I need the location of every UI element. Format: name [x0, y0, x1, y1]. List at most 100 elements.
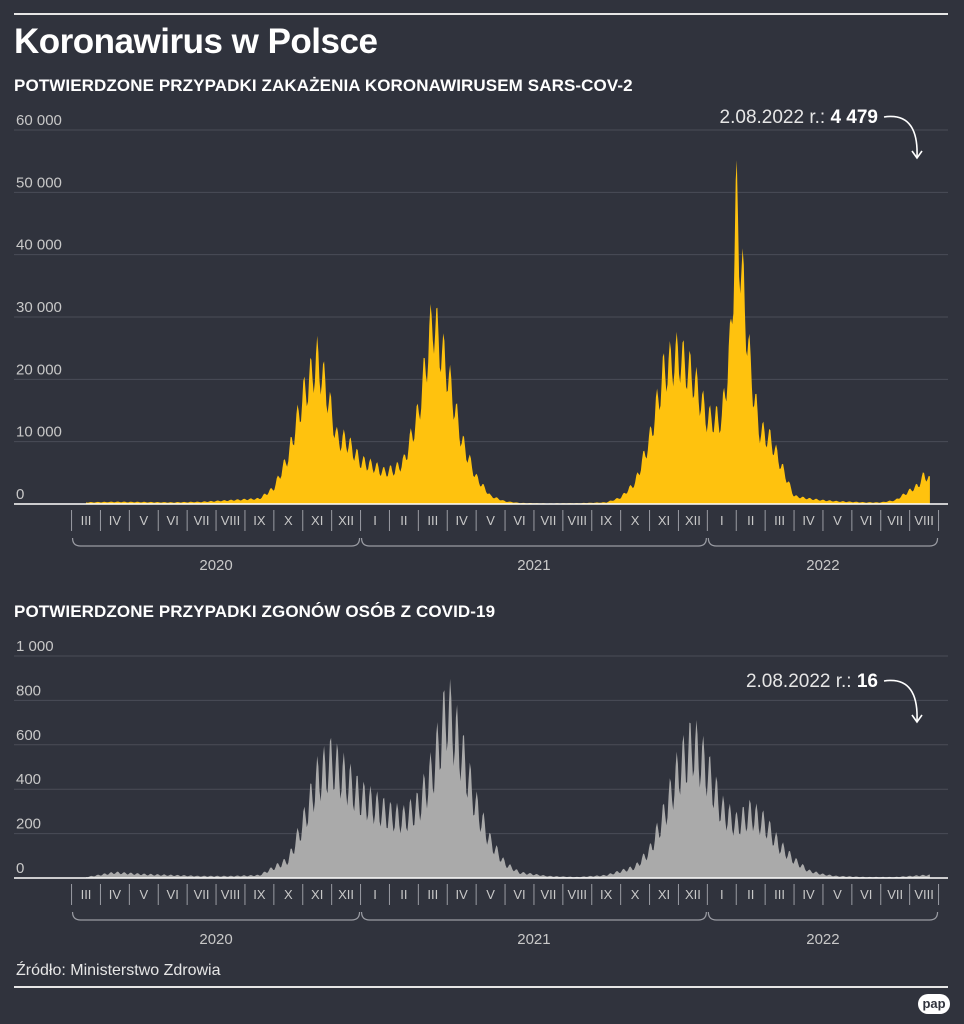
cases-month-label: VI [513, 513, 525, 528]
cases-month-label: X [631, 513, 640, 528]
deaths-month-label: VI [513, 887, 525, 902]
deaths-chart-title: POTWIERDZONE PRZYPADKI ZGONÓW OSÓB Z COV… [14, 602, 496, 621]
cases-ytick-label: 0 [16, 486, 24, 503]
source-note: Źródło: Ministerstwo Zdrowia [16, 962, 221, 979]
deaths-month-label: IX [253, 887, 266, 902]
deaths-month-label: X [631, 887, 640, 902]
cases-year-label: 2021 [517, 557, 550, 574]
cases-year-bracket [707, 537, 939, 547]
deaths-year-bracket [71, 911, 361, 921]
cases-year-label: 2020 [199, 557, 232, 574]
deaths-year-label: 2022 [806, 931, 839, 948]
deaths-month-label: I [373, 887, 377, 902]
cases-month-label: XI [311, 513, 323, 528]
deaths-year-label: 2021 [517, 931, 550, 948]
deaths-month-label: III [81, 887, 92, 902]
deaths-month-label: IX [600, 887, 613, 902]
deaths-month-label: VIII [221, 887, 241, 902]
deaths-month-label: III [774, 887, 785, 902]
deaths-month-label: X [284, 887, 293, 902]
deaths-ytick-label: 400 [16, 771, 41, 788]
deaths-ytick-label: 1 000 [16, 638, 54, 655]
deaths-month-label: II [400, 887, 407, 902]
cases-year-bracket [71, 537, 361, 547]
cases-month-label: VIII [568, 513, 588, 528]
deaths-year-bracket [707, 911, 939, 921]
cases-month-label: VII [194, 513, 210, 528]
cases-annotation-arrowhead [911, 150, 923, 160]
deaths-month-label: III [427, 887, 438, 902]
cases-chart-title: POTWIERDZONE PRZYPADKI ZAKAŻENIA KORONAW… [14, 76, 633, 95]
deaths-ytick-label: 200 [16, 816, 41, 833]
deaths-month-label: V [139, 887, 148, 902]
cases-annotation-date: 2.08.2022 r.: [720, 107, 831, 128]
deaths-month-label: I [720, 887, 724, 902]
cases-month-label: I [373, 513, 377, 528]
bottom-rule [14, 986, 948, 988]
deaths-month-label: VI [167, 887, 179, 902]
deaths-month-label: IV [109, 887, 122, 902]
deaths-annotation-date: 2.08.2022 r.: [746, 671, 857, 692]
deaths-month-label: II [747, 887, 754, 902]
cases-month-label: V [139, 513, 148, 528]
deaths-month-label: XI [658, 887, 670, 902]
deaths-month-label: VIII [914, 887, 934, 902]
deaths-annotation: 2.08.2022 r.: 16 [746, 671, 878, 692]
cases-month-label: IV [802, 513, 815, 528]
deaths-annotation-arrowhead [911, 714, 923, 724]
cases-area [86, 160, 930, 504]
cases-month-label: VIII [221, 513, 241, 528]
cases-month-label: XII [685, 513, 701, 528]
cases-year-label: 2022 [806, 557, 839, 574]
page-title: Koronawirus w Polsce [14, 22, 378, 61]
cases-ytick-label: 40 000 [16, 237, 62, 254]
deaths-month-label: VIII [568, 887, 588, 902]
cases-month-label: IV [109, 513, 122, 528]
cases-annotation-value: 4 479 [830, 107, 878, 128]
cases-month-label: VII [887, 513, 903, 528]
deaths-month-label: VI [860, 887, 872, 902]
top-rule [14, 13, 948, 15]
cases-month-label: IX [253, 513, 266, 528]
cases-month-label: VI [860, 513, 872, 528]
cases-month-label: II [747, 513, 754, 528]
deaths-month-label: VII [194, 887, 210, 902]
deaths-month-label: VII [887, 887, 903, 902]
deaths-ytick-label: 800 [16, 682, 41, 699]
deaths-month-label: XII [338, 887, 354, 902]
cases-ytick-label: 60 000 [16, 112, 62, 129]
cases-month-label: V [833, 513, 842, 528]
deaths-month-label: XII [685, 887, 701, 902]
cases-month-label: V [486, 513, 495, 528]
deaths-month-label: XI [311, 887, 323, 902]
cases-ytick-label: 20 000 [16, 361, 62, 378]
deaths-ytick-label: 0 [16, 860, 24, 877]
deaths-month-label: V [833, 887, 842, 902]
deaths-month-label: IV [456, 887, 469, 902]
cases-ytick-label: 50 000 [16, 174, 62, 191]
pap-logo: pap [918, 994, 950, 1014]
cases-month-label: VIII [914, 513, 934, 528]
cases-month-label: III [81, 513, 92, 528]
cases-ytick-label: 10 000 [16, 424, 62, 441]
deaths-month-label: IV [802, 887, 815, 902]
cases-month-label: IV [456, 513, 469, 528]
deaths-year-label: 2020 [199, 931, 232, 948]
deaths-annotation-arrow [883, 679, 918, 722]
deaths-area [86, 678, 930, 878]
cases-month-label: VII [540, 513, 556, 528]
cases-month-label: III [427, 513, 438, 528]
cases-month-label: XI [658, 513, 670, 528]
cases-year-bracket [360, 537, 707, 547]
deaths-year-bracket [360, 911, 707, 921]
cases-month-label: X [284, 513, 293, 528]
deaths-annotation-value: 16 [857, 671, 878, 692]
cases-annotation-arrow [883, 115, 918, 158]
cases-month-label: I [720, 513, 724, 528]
cases-month-label: XII [338, 513, 354, 528]
deaths-month-label: VII [540, 887, 556, 902]
cases-month-label: III [774, 513, 785, 528]
cases-month-label: II [400, 513, 407, 528]
